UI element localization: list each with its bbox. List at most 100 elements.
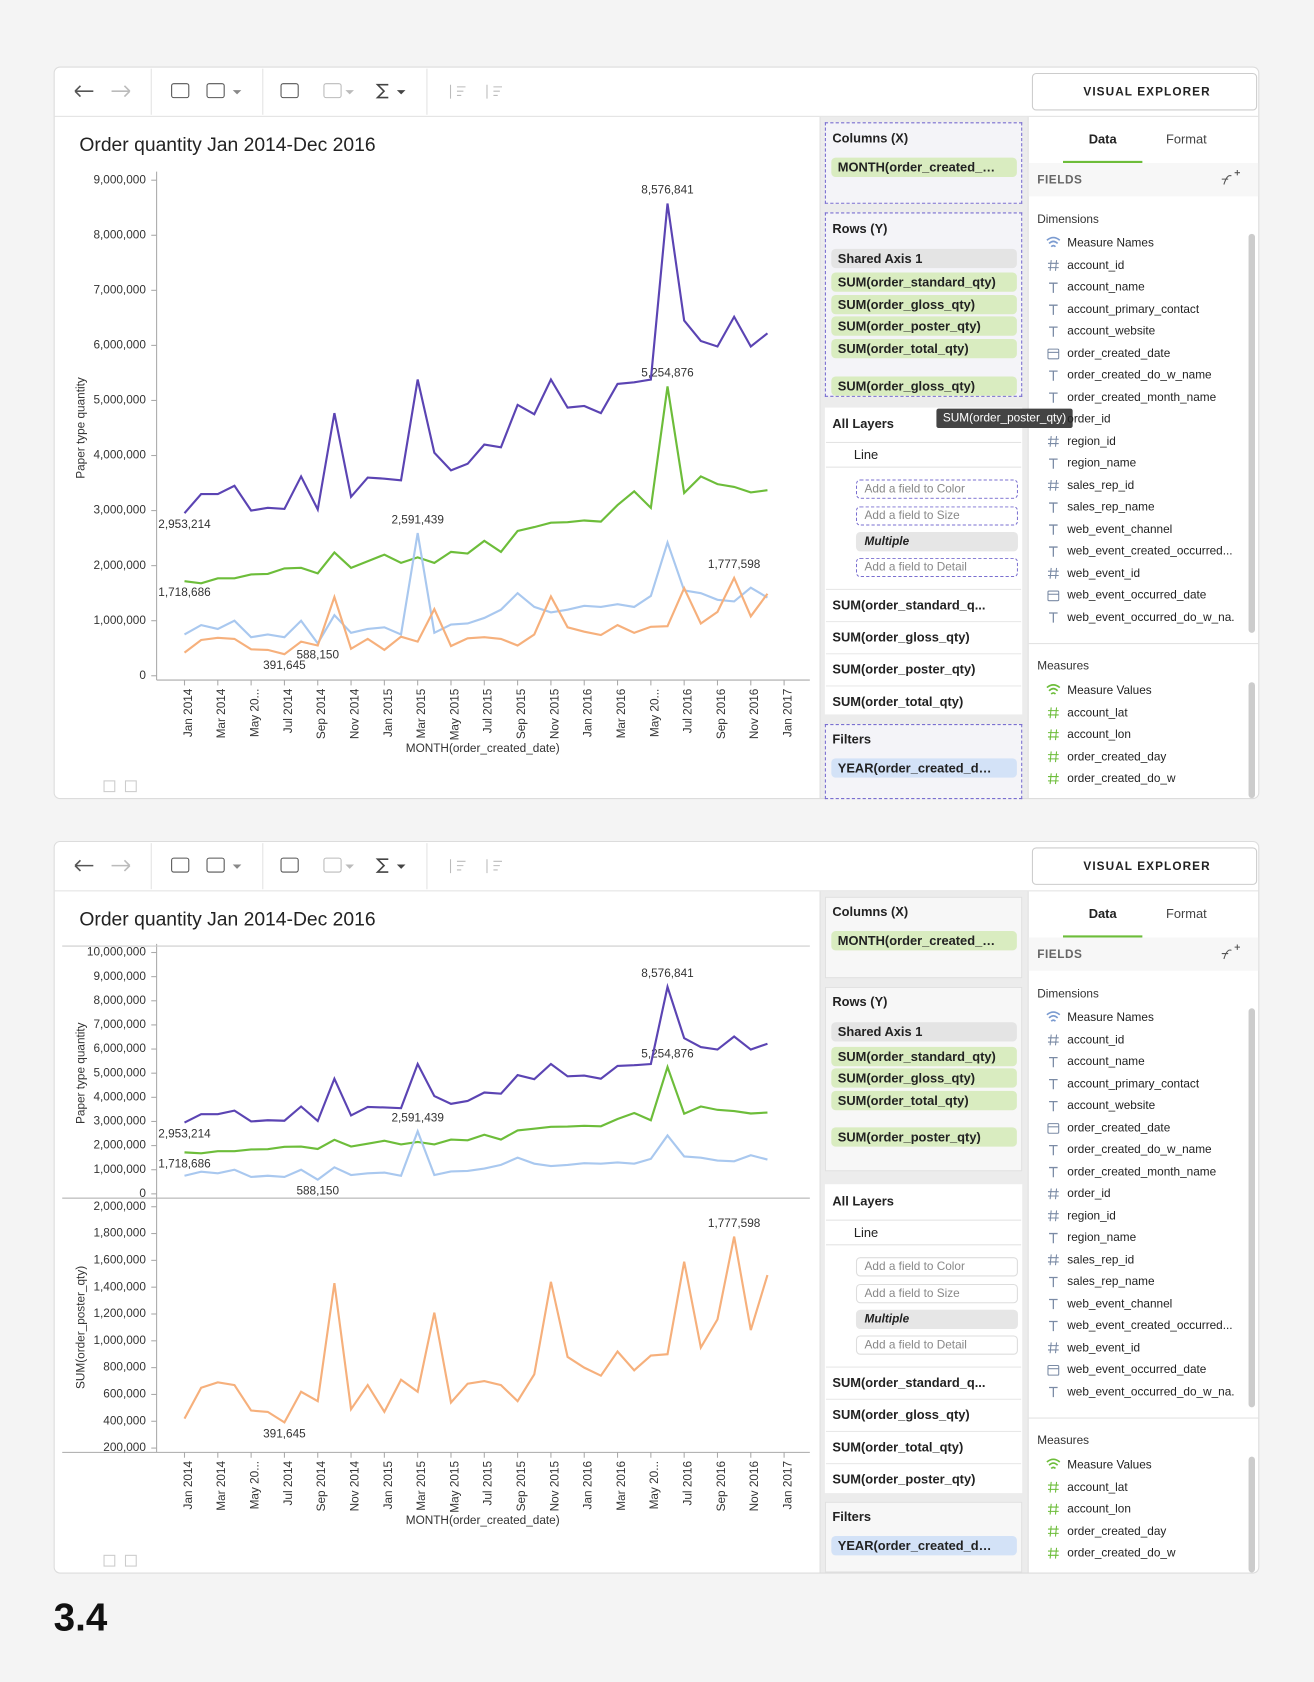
x-tick-label: Jan 2016: [582, 1461, 595, 1510]
field-item[interactable]: account_id: [1067, 1033, 1125, 1047]
layer-row[interactable]: SUM(order_standard_q...: [825, 1366, 1022, 1397]
field-item[interactable]: web_event_occurred_do_w_na...: [1067, 1385, 1234, 1399]
field-item[interactable]: account_lon: [1067, 728, 1131, 742]
field-item[interactable]: sales_rep_id: [1067, 478, 1135, 492]
encoding-slot[interactable]: Add a field to Detail: [855, 557, 1018, 578]
field-item[interactable]: order_created_day: [1067, 750, 1167, 764]
columns-title: Columns (X): [832, 130, 909, 146]
text-icon: [1049, 1078, 1058, 1090]
field-item[interactable]: Measure Values: [1067, 1458, 1152, 1472]
field-item[interactable]: account_id: [1067, 259, 1125, 272]
field-item[interactable]: sales_rep_name: [1067, 500, 1155, 514]
field-item[interactable]: order_created_do_w: [1067, 772, 1176, 786]
number-icon: [1047, 707, 1059, 719]
field-item[interactable]: order_id: [1067, 1187, 1111, 1201]
layer-row[interactable]: SUM(order_gloss_qty): [825, 621, 1022, 651]
row-pill[interactable]: SUM(order_gloss_qty): [831, 294, 1017, 315]
field-item[interactable]: order_id: [1067, 412, 1111, 426]
y-tick-label: 600,000: [103, 1388, 146, 1401]
field-item[interactable]: web_event_created_occurred...: [1067, 1319, 1233, 1333]
layer-row[interactable]: SUM(order_gloss_qty): [825, 1398, 1022, 1429]
field-item[interactable]: web_event_created_occurred...: [1067, 544, 1233, 558]
field-item[interactable]: sales_rep_name: [1067, 1275, 1155, 1289]
shared-axis-pill[interactable]: Shared Axis 1: [831, 1022, 1017, 1042]
field-item[interactable]: web_event_occurred_date: [1067, 588, 1207, 602]
encoding-slot[interactable]: Add a field to Size: [855, 1283, 1018, 1304]
row-pill[interactable]: SUM(order_poster_qty): [831, 1127, 1017, 1147]
row-pill[interactable]: SUM(order_total_qty): [831, 338, 1017, 359]
field-item[interactable]: region_id: [1067, 1209, 1116, 1223]
layer-row[interactable]: SUM(order_total_qty): [825, 1430, 1022, 1461]
field-item[interactable]: sales_rep_id: [1067, 1253, 1135, 1267]
x-tick-label: Jan 2017: [782, 1461, 795, 1509]
field-item[interactable]: order_created_day: [1067, 1524, 1167, 1538]
field-item[interactable]: web_event_id: [1067, 566, 1141, 580]
encoding-slot[interactable]: Add a field to Detail: [855, 1335, 1018, 1355]
y-tick-label: 9,000,000: [93, 970, 146, 983]
field-item[interactable]: web_event_channel: [1067, 522, 1173, 536]
text-icon: [1049, 1056, 1058, 1068]
column-pill[interactable]: MONTH(order_created_d...: [831, 931, 1017, 951]
columns-title: Columns (X): [832, 904, 909, 920]
encoding-slot[interactable]: Add a field to Color: [855, 1257, 1018, 1277]
text-icon: [1049, 326, 1058, 337]
field-item[interactable]: account_name: [1067, 1055, 1145, 1069]
field-item[interactable]: order_created_date: [1067, 1121, 1171, 1135]
field-item[interactable]: account_lat: [1067, 706, 1128, 720]
shared-axis-pill[interactable]: Shared Axis 1: [831, 248, 1017, 269]
field-item[interactable]: account_primary_contact: [1067, 1077, 1200, 1091]
field-item[interactable]: Measure Names: [1067, 237, 1154, 250]
encoding-slot[interactable]: Add a field to Size: [855, 506, 1018, 526]
field-item[interactable]: account_lat: [1067, 1480, 1128, 1494]
filter-pill[interactable]: YEAR(order_created_date): [831, 758, 1017, 778]
row-pill[interactable]: SUM(order_total_qty): [831, 1090, 1017, 1111]
field-item[interactable]: order_created_month_name: [1067, 390, 1217, 404]
layer-row[interactable]: SUM(order_poster_qty): [825, 653, 1022, 683]
sort-icon: [449, 859, 466, 874]
layer-row[interactable]: SUM(order_poster_qty): [825, 1463, 1022, 1493]
field-item[interactable]: Measure Values: [1067, 684, 1152, 698]
field-item[interactable]: Measure Names: [1067, 1011, 1154, 1025]
row-pill[interactable]: SUM(order_standard_qty): [831, 272, 1017, 292]
x-tick-label: May 20...: [249, 1461, 262, 1509]
tab[interactable]: Data: [1088, 131, 1117, 147]
field-item[interactable]: account_lon: [1067, 1502, 1131, 1516]
field-item[interactable]: order_created_do_w_name: [1067, 1143, 1212, 1157]
tab[interactable]: Format: [1165, 131, 1207, 147]
field-item[interactable]: account_name: [1067, 281, 1145, 294]
field-item[interactable]: account_primary_contact: [1067, 303, 1200, 316]
tab[interactable]: Data: [1088, 906, 1117, 922]
encoding-slot[interactable]: Multiple: [855, 1309, 1018, 1330]
encoding-slot[interactable]: Add a field to Color: [855, 479, 1018, 499]
field-item[interactable]: web_event_id: [1067, 1341, 1141, 1355]
field-item[interactable]: web_event_occurred_date: [1067, 1363, 1207, 1377]
brand-button[interactable]: [1031, 72, 1258, 111]
tab[interactable]: Format: [1165, 906, 1207, 922]
field-item[interactable]: order_created_month_name: [1067, 1165, 1217, 1179]
field-item[interactable]: account_website: [1067, 325, 1156, 338]
y-tick-label: 1,600,000: [93, 1253, 146, 1266]
field-item[interactable]: account_website: [1067, 1099, 1156, 1113]
field-item[interactable]: web_event_channel: [1067, 1297, 1173, 1311]
mark-type-select[interactable]: Line: [825, 1219, 1022, 1246]
column-pill[interactable]: MONTH(order_created_d...: [831, 157, 1017, 177]
layer-row[interactable]: SUM(order_total_qty): [825, 685, 1022, 715]
data-label: 391,645: [263, 659, 306, 672]
field-item[interactable]: order_created_date: [1067, 347, 1171, 360]
encoding-slot[interactable]: Multiple: [855, 532, 1018, 552]
field-item[interactable]: region_id: [1067, 434, 1116, 448]
field-item[interactable]: region_name: [1067, 456, 1137, 470]
row-pill[interactable]: SUM(order_gloss_qty): [831, 1068, 1017, 1088]
field-item[interactable]: web_event_occurred_do_w_na...: [1067, 610, 1234, 624]
filter-pill[interactable]: YEAR(order_created_date): [831, 1536, 1017, 1556]
field-item[interactable]: order_created_do_w: [1067, 1546, 1176, 1560]
field-item[interactable]: region_name: [1067, 1231, 1137, 1245]
row-pill[interactable]: SUM(order_poster_qty): [831, 316, 1017, 336]
row-pill[interactable]: SUM(order_standard_qty): [831, 1046, 1017, 1067]
x-tick-label: Nov 2016: [748, 688, 761, 739]
mark-type-select[interactable]: Line: [825, 441, 1022, 468]
field-item[interactable]: order_created_do_w_name: [1067, 368, 1212, 382]
layer-row[interactable]: SUM(order_standard_q...: [825, 588, 1022, 619]
row-pill[interactable]: SUM(order_gloss_qty): [831, 376, 1017, 396]
brand-button[interactable]: [1031, 847, 1258, 885]
